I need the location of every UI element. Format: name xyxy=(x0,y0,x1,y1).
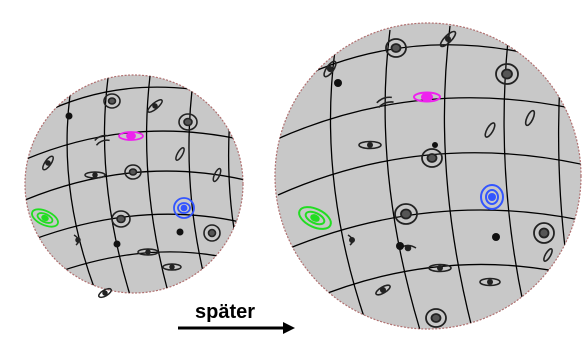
galaxy-icon xyxy=(175,147,185,161)
galaxy-icon xyxy=(73,234,81,246)
galaxy-icon xyxy=(421,148,443,168)
longitude-line xyxy=(103,77,131,293)
sphere-later xyxy=(274,22,582,330)
galaxy-icon xyxy=(334,79,342,87)
galaxy-icon xyxy=(323,60,337,78)
galaxy-icon xyxy=(479,277,501,287)
galaxy-icon xyxy=(413,91,441,103)
galaxy-icon xyxy=(42,155,54,171)
galaxy-icon xyxy=(396,242,404,250)
galaxy-icon xyxy=(376,96,394,109)
latitude-line xyxy=(284,209,581,251)
galaxy-icon xyxy=(176,228,184,236)
longitude-line xyxy=(145,75,169,293)
galaxy-icon xyxy=(298,206,332,230)
galaxy-icon xyxy=(31,208,59,228)
galaxy-icon xyxy=(347,234,356,246)
galaxy-icon xyxy=(162,263,182,271)
galaxy-icon xyxy=(84,171,106,179)
galaxy-icon xyxy=(118,131,144,141)
galaxy-icon xyxy=(113,240,121,248)
galaxy-icon xyxy=(212,167,222,183)
galaxy-icon xyxy=(533,222,555,244)
galaxy-icon xyxy=(94,134,110,146)
latitude-line xyxy=(49,251,229,276)
longitude-line xyxy=(443,25,473,329)
galaxy-icon xyxy=(480,184,504,210)
galaxy-icon xyxy=(394,203,418,225)
galaxy-icon xyxy=(425,308,447,328)
galaxy-icon xyxy=(375,284,391,296)
galaxy-icon xyxy=(492,233,500,241)
arrow-right-icon xyxy=(178,322,295,334)
galaxy-icon xyxy=(124,164,142,180)
galaxy-icon xyxy=(173,197,195,219)
galaxy-icon xyxy=(543,248,553,262)
galaxy-icon xyxy=(178,113,198,131)
galaxy-icon xyxy=(111,210,131,228)
longitude-line xyxy=(188,89,206,281)
longitude-line xyxy=(384,29,421,329)
galaxy-icon xyxy=(65,112,73,120)
galaxy-icon xyxy=(439,30,457,48)
sphere-earlier xyxy=(24,74,244,294)
galaxy-icon xyxy=(103,93,121,109)
sphere-earlier-body xyxy=(24,74,244,294)
caption-later: später xyxy=(195,301,255,323)
latitude-line xyxy=(309,263,561,301)
galaxy-icon xyxy=(203,224,221,242)
galaxies-earlier xyxy=(31,93,222,299)
galaxy-icon xyxy=(495,63,519,85)
longitude-line xyxy=(329,49,366,321)
latitude-line xyxy=(31,213,241,241)
galaxy-icon xyxy=(432,142,438,148)
galaxy-icon xyxy=(98,287,112,299)
galaxy-icon xyxy=(428,263,452,273)
galaxy-icon xyxy=(385,38,407,58)
galaxy-icon xyxy=(484,122,496,138)
galaxy-icon xyxy=(137,248,159,256)
galaxy-icon xyxy=(147,99,163,113)
galaxies-later xyxy=(298,30,555,328)
galaxy-icon xyxy=(524,109,536,127)
galaxy-icon xyxy=(358,140,382,150)
